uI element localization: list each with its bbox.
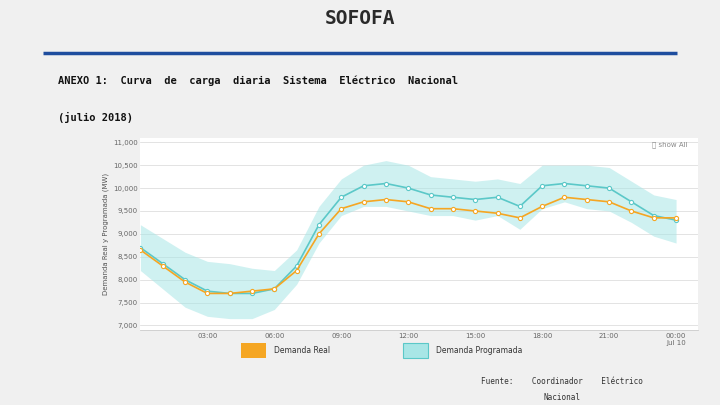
Bar (240, 343, 266, 358)
Text: ANEXO 1:  Curva  de  carga  diaria  Sistema  Eléctrico  Nacional: ANEXO 1: Curva de carga diaria Sistema E… (58, 76, 458, 86)
Text: Fuente:    Coordinador    Eléctrico: Fuente: Coordinador Eléctrico (481, 377, 642, 386)
Text: SOFOFA: SOFOFA (325, 9, 395, 28)
Y-axis label: Demanda Real y Programada (MW): Demanda Real y Programada (MW) (102, 173, 109, 295)
Text: Demanda Programada: Demanda Programada (436, 346, 523, 355)
Bar (402, 343, 428, 358)
Text: Demanda Real: Demanda Real (274, 346, 330, 355)
Text: Nacional: Nacional (543, 393, 580, 402)
Text: 🔍 show All: 🔍 show All (652, 142, 687, 148)
Text: (julio 2018): (julio 2018) (58, 112, 132, 123)
